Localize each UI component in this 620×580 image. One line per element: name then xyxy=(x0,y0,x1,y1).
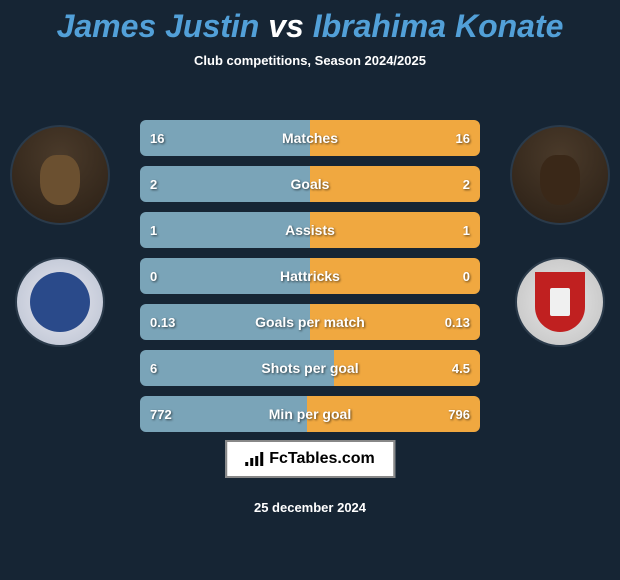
stat-label: Hattricks xyxy=(140,258,480,294)
face-icon xyxy=(40,155,80,205)
player2-name: Ibrahima Konate xyxy=(313,8,564,44)
stat-row: 772796Min per goal xyxy=(140,396,480,432)
stat-label: Shots per goal xyxy=(140,350,480,386)
comparison-title: James Justin vs Ibrahima Konate xyxy=(0,0,620,45)
liverpool-badge-icon xyxy=(535,272,585,332)
subtitle: Club competitions, Season 2024/2025 xyxy=(0,53,620,68)
stat-row: 1616Matches xyxy=(140,120,480,156)
stat-row: 22Goals xyxy=(140,166,480,202)
stats-table: 1616Matches 22Goals 11Assists 00Hattricks 0.… xyxy=(140,120,480,442)
leicester-badge-icon xyxy=(30,272,90,332)
stat-label: Assists xyxy=(140,212,480,248)
brand-chart-icon xyxy=(245,452,263,466)
date-line: 25 december 2024 xyxy=(0,500,620,515)
player1-name: James Justin xyxy=(57,8,260,44)
player1-avatar xyxy=(10,125,110,225)
stat-label: Goals xyxy=(140,166,480,202)
stat-label: Min per goal xyxy=(140,396,480,432)
player2-club-badge xyxy=(515,257,605,347)
stat-row: 64.5Shots per goal xyxy=(140,350,480,386)
player1-club-badge xyxy=(15,257,105,347)
stat-row: 00Hattricks xyxy=(140,258,480,294)
stat-row: 0.130.13Goals per match xyxy=(140,304,480,340)
brand-text: FcTables.com xyxy=(269,450,375,468)
stat-label: Goals per match xyxy=(140,304,480,340)
player2-avatar xyxy=(510,125,610,225)
brand-box: FcTables.com xyxy=(225,440,395,478)
stat-row: 11Assists xyxy=(140,212,480,248)
face-icon xyxy=(540,155,580,205)
stat-label: Matches xyxy=(140,120,480,156)
vs-text: vs xyxy=(268,8,304,44)
